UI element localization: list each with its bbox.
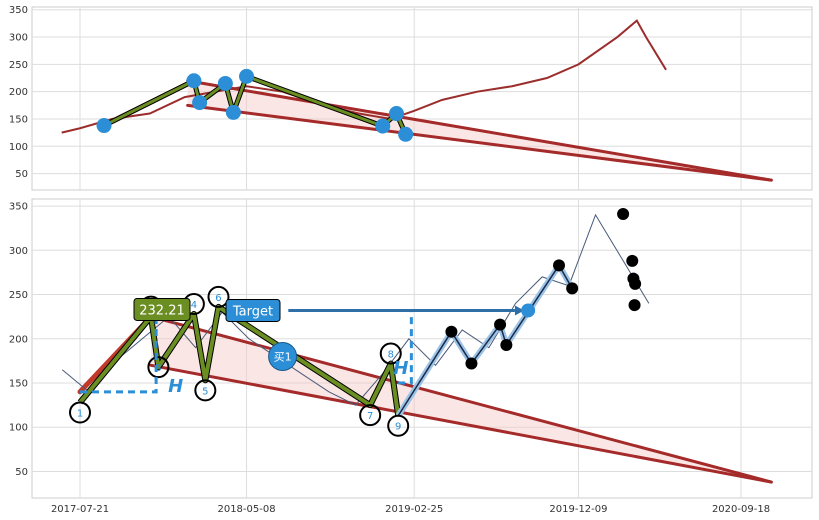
- panel-2: 50 100 150 200 250 300 350 2017-07-21 2018-05-08…: [9, 198, 813, 515]
- pivot-label: 8: [388, 350, 394, 361]
- plot-frame: [31, 198, 813, 499]
- y-tick-label: 50: [15, 169, 28, 180]
- future-pivot-point: [617, 208, 630, 221]
- panel-1: 50 100 150 200 250 300 350: [9, 5, 813, 191]
- future-pivot-point: [500, 338, 513, 351]
- pivot-label: 5: [202, 386, 208, 397]
- buy-point-marker: [268, 341, 298, 371]
- pattern-point: [186, 73, 202, 89]
- y-tick-label: 150: [9, 379, 28, 390]
- pivot-circle: [379, 342, 402, 365]
- h-label: H: [168, 376, 183, 397]
- future-pivot-point: [445, 325, 458, 338]
- x-tick-label: 2019-12-09: [549, 504, 607, 515]
- h-measure-dashed: [80, 316, 158, 394]
- pattern-point: [398, 126, 414, 142]
- wedge-boundary-line: [149, 363, 773, 484]
- pivot-label: 6: [215, 293, 221, 304]
- x-tick-label: 2019-02-25: [385, 504, 443, 515]
- pattern-point: [388, 106, 404, 122]
- pivot-circle: [194, 379, 217, 402]
- pivot-label: 3: [155, 363, 161, 374]
- target-point: [521, 303, 536, 318]
- pivot-label: 4: [191, 300, 197, 311]
- target-label-box: [225, 298, 281, 322]
- pattern-point: [192, 95, 208, 111]
- future-pivot-point: [629, 277, 642, 290]
- wedge-boundary-line: [186, 103, 773, 182]
- y-tick-label: 100: [9, 423, 28, 434]
- y-tick-label: 350: [9, 5, 28, 16]
- y-tick-label: 300: [9, 246, 28, 257]
- pivot-circle: [387, 414, 410, 437]
- future-pivot-point: [553, 259, 566, 272]
- pattern-point: [217, 75, 233, 91]
- wedge-boundary-line: [186, 79, 773, 182]
- plot-frame: [31, 6, 813, 191]
- pattern-point: [375, 118, 391, 134]
- pivot-circle: [147, 356, 170, 379]
- x-tick-label: 2018-05-08: [217, 504, 275, 515]
- h-measure-dashed: [398, 310, 413, 385]
- future-pivot-point: [566, 282, 579, 295]
- y-tick-label: 200: [9, 87, 28, 98]
- wedge-boundary-line: [149, 315, 773, 484]
- y-tick-label: 100: [9, 142, 28, 153]
- h-label: H: [393, 358, 408, 379]
- price-label: 232.21: [139, 303, 185, 318]
- pattern-point: [225, 104, 241, 120]
- y-tick-label: 250: [9, 60, 28, 71]
- pivot-circle: [69, 401, 91, 424]
- y-tick-label: 250: [9, 290, 28, 301]
- y-tick-label: 200: [9, 334, 28, 345]
- x-tick-label: 2017-07-21: [51, 504, 109, 515]
- pivot-circle: [207, 285, 230, 308]
- price-label-box: [133, 297, 191, 321]
- y-tick-label: 150: [9, 114, 28, 125]
- pattern-point: [96, 118, 112, 134]
- pivot-circle: [359, 404, 382, 427]
- future-pivot-point: [626, 254, 639, 267]
- pattern-point: [239, 68, 255, 84]
- target-arrowhead: [514, 305, 525, 316]
- buy-point-label: 买1: [274, 350, 292, 363]
- y-tick-label: 350: [9, 202, 28, 213]
- pivot-label: 9: [395, 422, 401, 433]
- y-tick-label: 50: [15, 467, 28, 478]
- pivot-label: 1: [77, 408, 83, 419]
- target-label: Target: [232, 304, 273, 319]
- pivot-label: 7: [367, 411, 373, 422]
- future-pivot-point: [465, 357, 478, 370]
- future-pivot-point: [494, 318, 507, 331]
- future-pivot-point: [628, 299, 641, 312]
- y-tick-label: 300: [9, 33, 28, 44]
- x-tick-label: 2020-09-18: [712, 504, 770, 515]
